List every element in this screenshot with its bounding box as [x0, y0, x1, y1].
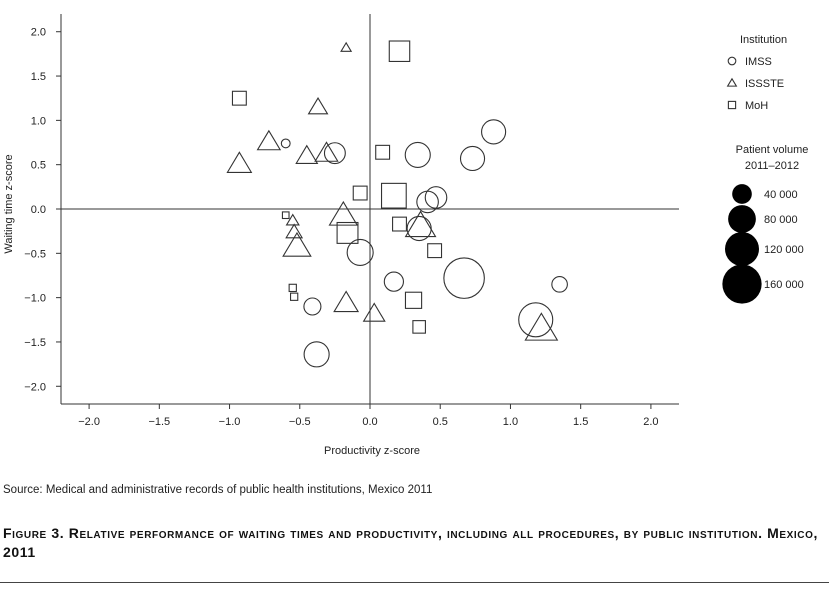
moh-point — [281, 211, 290, 220]
size-legend-label: 160 000 — [764, 279, 804, 291]
moh-point — [231, 90, 247, 106]
reference-lines — [61, 14, 679, 404]
size-legend-dot — [728, 205, 756, 233]
legend-label-imss: IMSS — [745, 56, 772, 68]
moh-point — [288, 283, 297, 293]
imss-point — [383, 271, 404, 292]
data-points — [226, 40, 568, 368]
x-tick-label: −0.5 — [289, 416, 311, 428]
issste-point — [295, 144, 319, 164]
imss-point — [323, 142, 346, 165]
y-axis-ticks: −2.0 −1.5 −1.0 −0.5 0.0 0.5 1.0 1.5 2.0 — [24, 27, 61, 393]
moh-point — [380, 182, 407, 209]
x-tick-label: 1.5 — [573, 416, 588, 428]
issste-point — [226, 151, 253, 173]
size-legend-label: 120 000 — [764, 244, 804, 256]
caption-divider — [0, 582, 829, 583]
size-legend-dot — [732, 184, 752, 204]
moh-legend-marker — [727, 100, 737, 110]
imss-point — [551, 276, 568, 293]
size-legend-title: 2011–2012 — [745, 160, 799, 172]
y-tick-label: 0.5 — [31, 160, 46, 172]
x-tick-label: 1.0 — [503, 416, 518, 428]
size-legend-dot — [722, 264, 762, 304]
imss-point — [518, 302, 554, 338]
x-tick-label: −1.5 — [148, 416, 170, 428]
x-tick-label: −1.0 — [219, 416, 241, 428]
x-tick-label: 2.0 — [643, 416, 658, 428]
moh-point — [412, 320, 426, 334]
issste-point — [362, 302, 386, 322]
x-tick-label: 0.5 — [433, 416, 448, 428]
x-axis-title: Productivity z-score — [324, 445, 420, 457]
issste-point — [328, 200, 359, 226]
figure-caption: Figure 3. Relative performance of waitin… — [3, 525, 818, 560]
legend-label-issste: ISSSTE — [745, 78, 784, 90]
imss-point — [280, 138, 291, 149]
imss-point — [404, 141, 431, 168]
imss-point — [459, 145, 486, 172]
issste-point — [256, 129, 282, 151]
moh-point — [404, 291, 423, 309]
x-tick-label: −2.0 — [78, 416, 100, 428]
imss-legend-marker — [727, 56, 737, 66]
size-legend-label: 40 000 — [764, 189, 798, 201]
x-axis-ticks: −2.0 −1.5 −1.0 −0.5 0.0 0.5 1.0 1.5 2.0 — [78, 404, 659, 428]
x-tick-label: 0.0 — [362, 416, 377, 428]
legend-title: Institution — [740, 34, 787, 46]
issste-legend-marker — [726, 77, 738, 87]
issste-point — [340, 41, 353, 52]
scatter-chart: −2.0 −1.5 −1.0 −0.5 0.0 0.5 1.0 1.5 2.0 −2.0 −1.5… — [3, 14, 808, 457]
y-tick-label: −2.0 — [24, 381, 46, 393]
imss-point — [481, 119, 507, 145]
size-legend-dot — [724, 231, 760, 267]
imss-point — [424, 186, 448, 209]
issste-point — [285, 223, 304, 239]
issste-point — [314, 141, 339, 162]
y-tick-label: −1.0 — [24, 293, 46, 305]
patient-volume-legend: Patient volume 2011–2012 40 000 80 000 120 0… — [722, 144, 808, 304]
imss-point — [443, 257, 485, 299]
moh-point — [427, 243, 443, 259]
imss-point — [303, 297, 322, 316]
issste-point — [282, 231, 312, 257]
moh-point — [352, 185, 368, 201]
issste-point — [404, 210, 437, 238]
y-tick-label: −1.5 — [24, 337, 46, 349]
issste-point — [524, 312, 559, 341]
issste-point — [307, 96, 329, 115]
y-tick-label: 1.5 — [31, 71, 46, 83]
series-imss — [280, 119, 568, 368]
series-moh — [231, 40, 443, 334]
issste-point — [285, 213, 300, 226]
y-tick-label: 0.0 — [31, 204, 46, 216]
moh-point — [336, 221, 359, 244]
moh-point — [375, 144, 391, 160]
y-tick-label: −0.5 — [24, 248, 46, 260]
source-note: Source: Medical and administrative recor… — [3, 484, 433, 496]
legend-label-moh: MoH — [745, 100, 768, 112]
moh-point — [289, 292, 299, 301]
size-legend-label: 80 000 — [764, 214, 798, 226]
institution-legend: Institution IMSS ISSSTE MoH — [726, 34, 787, 112]
imss-point — [416, 190, 439, 214]
y-tick-label: 1.0 — [31, 115, 46, 127]
issste-point — [333, 290, 360, 313]
y-axis-title: Waiting time z-score — [3, 154, 15, 253]
series-issste — [226, 41, 559, 341]
moh-point — [388, 40, 411, 62]
moh-point — [392, 216, 407, 232]
y-tick-label: 2.0 — [31, 27, 46, 39]
imss-point — [303, 341, 330, 368]
imss-point — [346, 238, 374, 266]
size-legend-title: Patient volume — [736, 144, 809, 156]
